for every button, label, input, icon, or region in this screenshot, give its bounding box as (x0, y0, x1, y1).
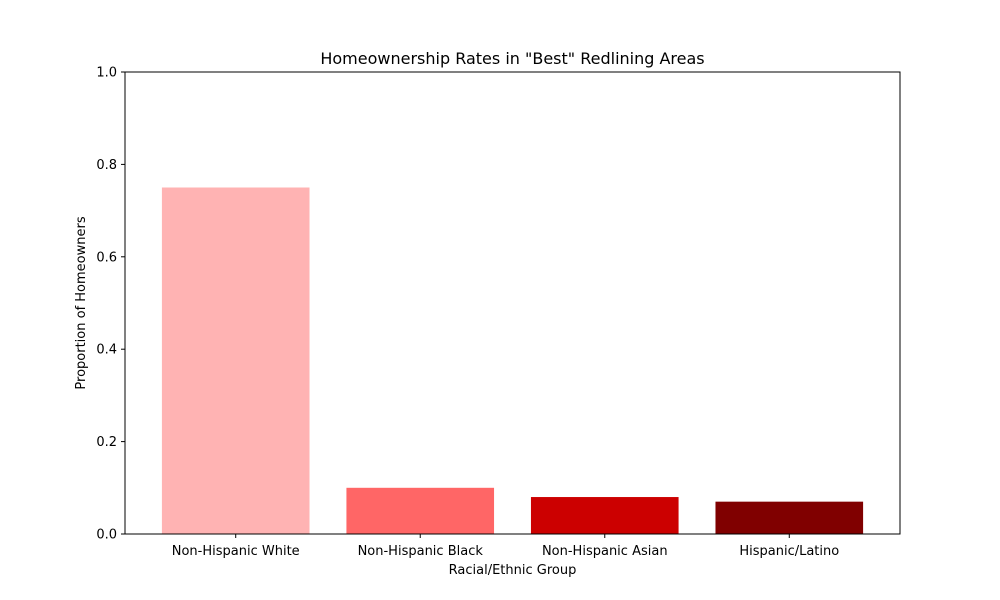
y-tick-label: 0.4 (96, 343, 117, 358)
chart-title: Homeownership Rates in "Best" Redlining … (320, 49, 704, 68)
x-axis-label: Racial/Ethnic Group (449, 563, 577, 578)
y-tick-label: 0.8 (96, 158, 117, 173)
y-axis-ticks: 0.0 0.2 0.4 0.6 0.8 1.0 (96, 66, 125, 543)
x-tick-label: Non-Hispanic Black (358, 544, 484, 559)
x-tick-label: Hispanic/Latino (739, 544, 839, 559)
bar-non-hispanic-white (161, 187, 310, 534)
bar-hispanic-latino (715, 501, 864, 534)
y-tick-label: 1.0 (96, 66, 117, 81)
x-tick-label: Non-Hispanic Asian (542, 544, 668, 559)
y-axis-label: Proportion of Homeowners (74, 216, 89, 389)
y-tick-label: 0.2 (96, 435, 117, 450)
bars-group (161, 187, 864, 534)
x-axis-ticks: Non-Hispanic White Non-Hispanic Black Non-… (172, 534, 839, 559)
y-tick-label: 0.6 (96, 250, 117, 265)
bar-non-hispanic-black (346, 487, 495, 534)
y-tick-label: 0.0 (96, 528, 117, 543)
x-tick-label: Non-Hispanic White (172, 544, 300, 559)
bar-non-hispanic-asian (530, 497, 679, 534)
plot-frame (124, 71, 901, 535)
